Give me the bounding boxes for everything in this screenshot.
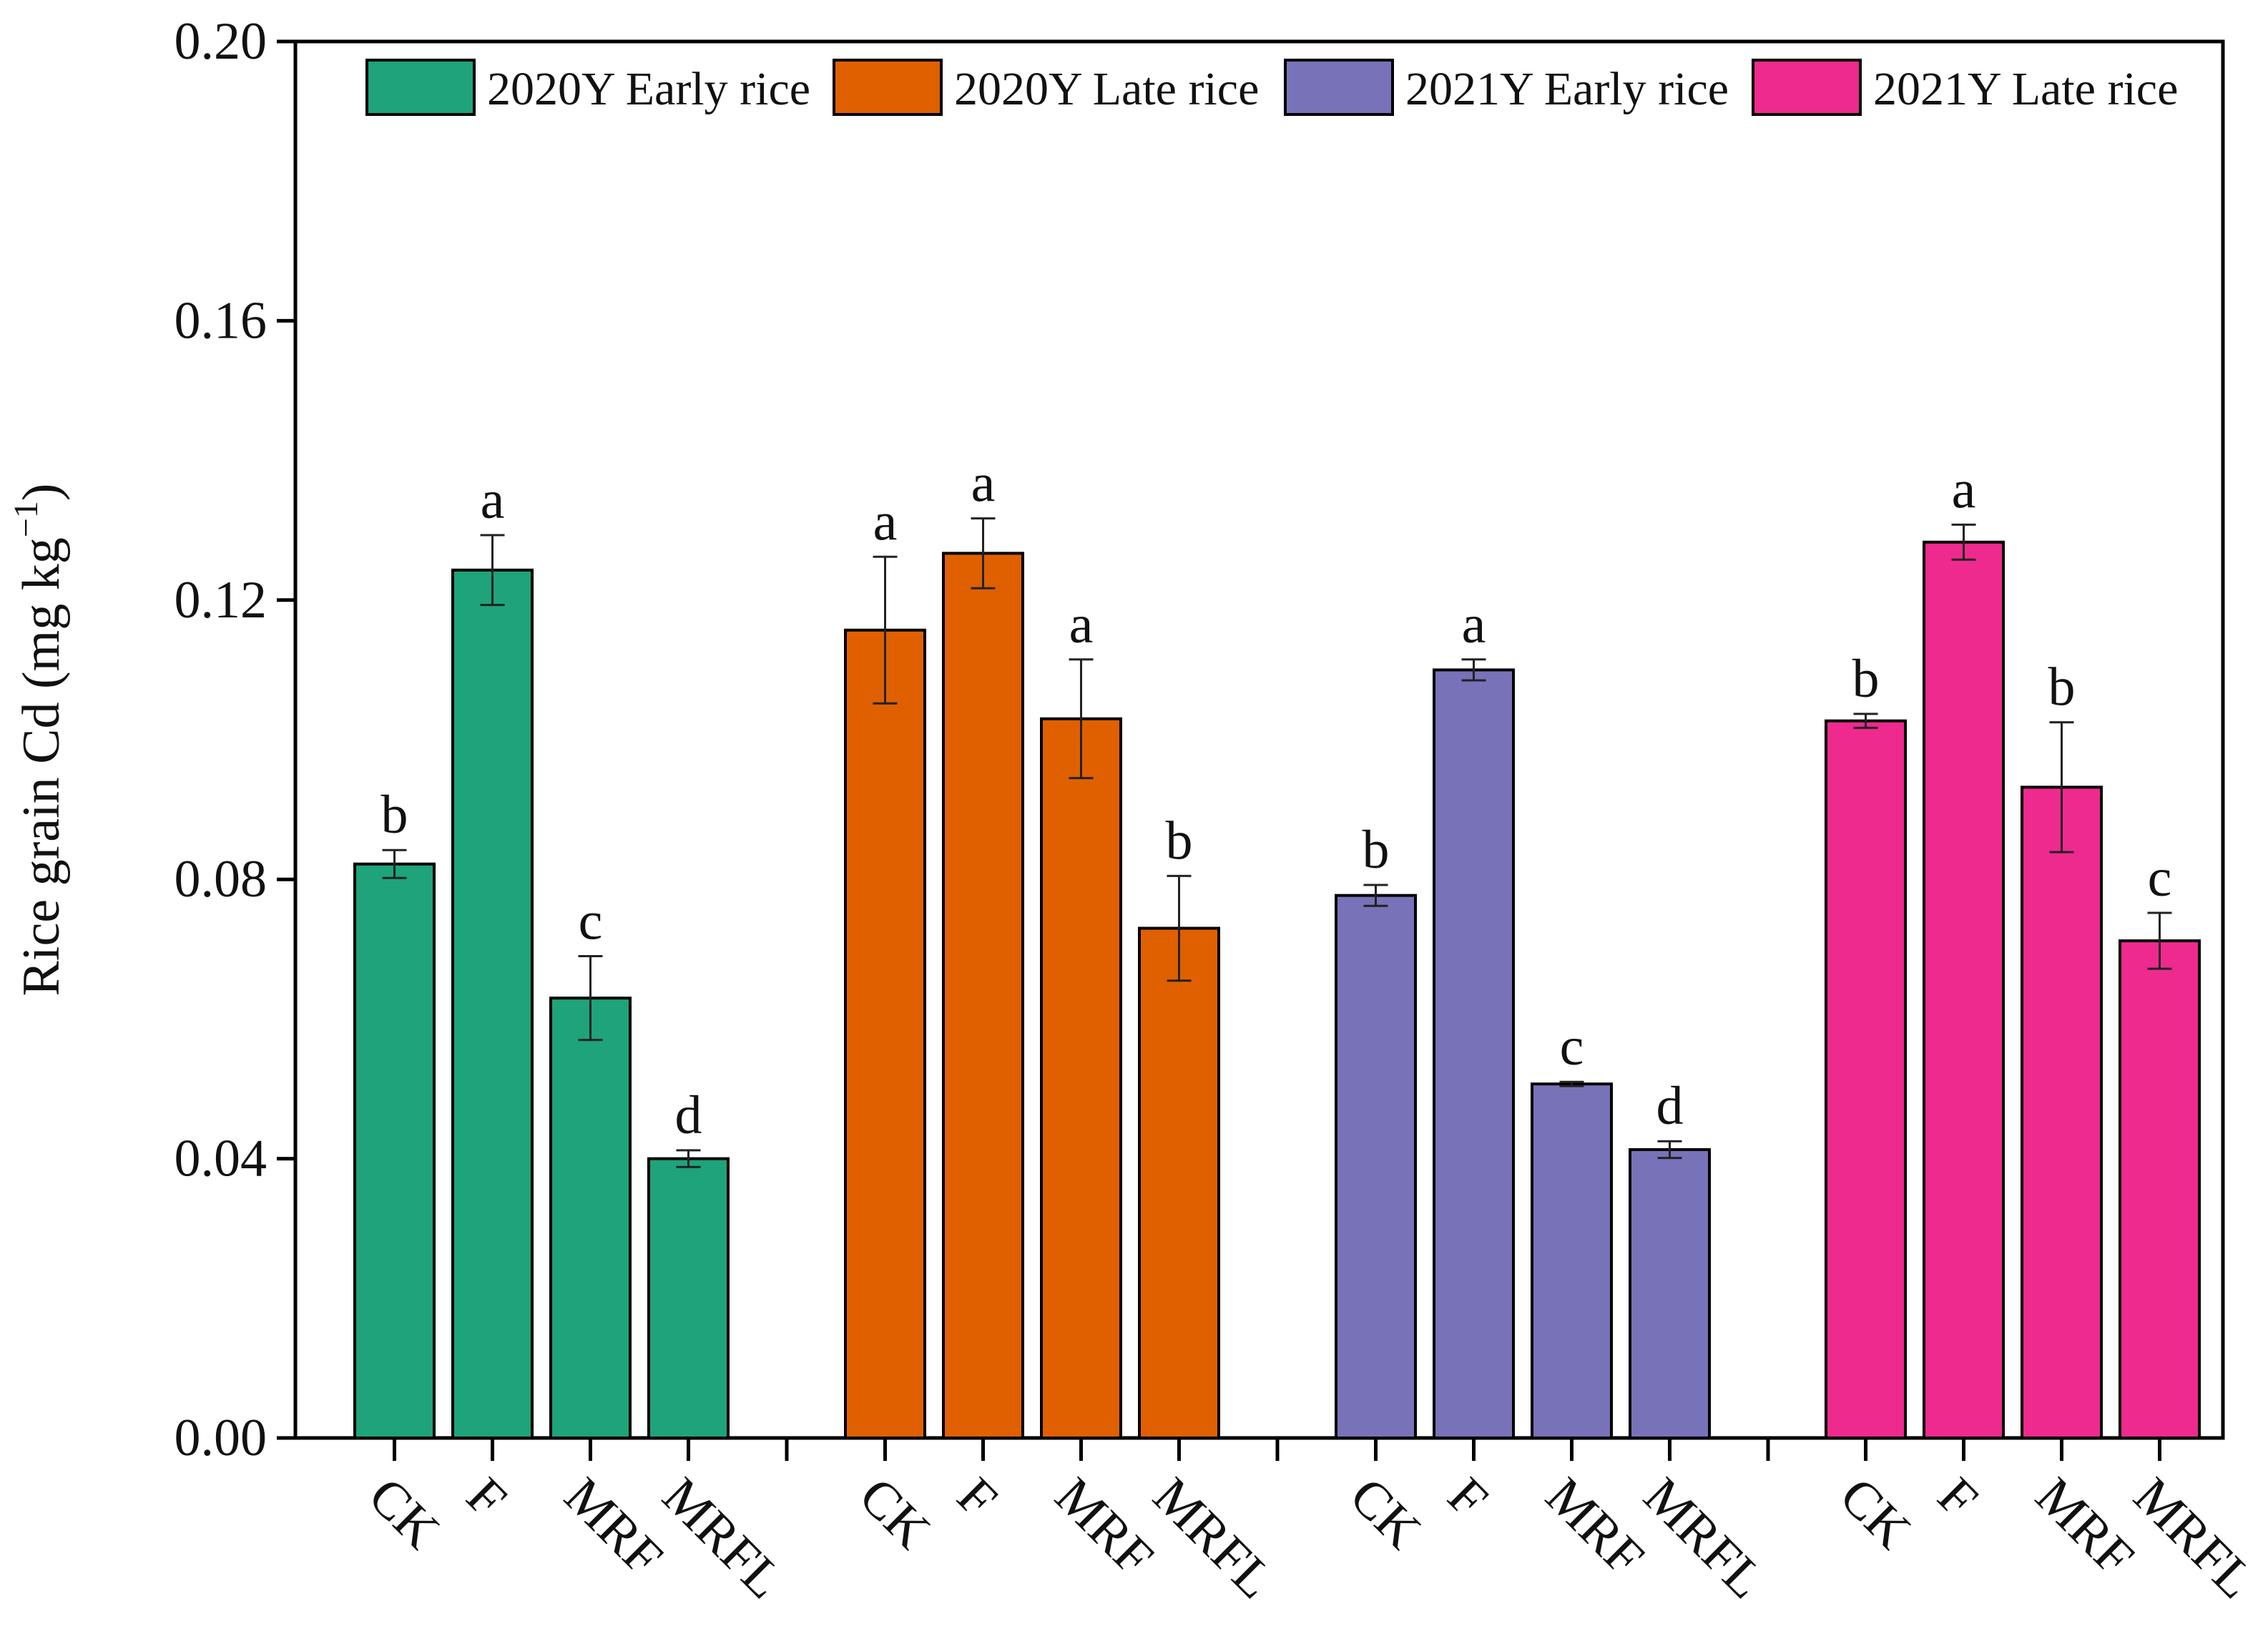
x-tick-label: MRF	[1534, 1467, 1655, 1587]
legend-swatch	[1284, 59, 1394, 116]
y-tick-label: 0.04	[175, 1130, 267, 1188]
significance-letter: d	[1656, 1076, 1684, 1136]
bar	[353, 862, 436, 1439]
bar	[1335, 894, 1417, 1439]
y-axis-label-main: Rice grain Cd (mg kg	[12, 537, 71, 996]
x-tick-label: MRF	[553, 1467, 674, 1587]
plot-frame	[293, 39, 2225, 1440]
bar	[844, 628, 926, 1440]
legend-swatch	[1752, 59, 1862, 116]
x-tick-label: CK	[1828, 1467, 1922, 1560]
significance-letter: b	[381, 785, 408, 845]
significance-letter: a	[1462, 595, 1486, 655]
y-axis: 0.00 0.04 0.08 0.12 0.16 0.20	[175, 12, 295, 1467]
bar	[1923, 540, 2005, 1439]
x-tick-label: MRFL	[1142, 1467, 1285, 1610]
significance-letter: a	[873, 491, 898, 552]
bar	[1433, 668, 1515, 1439]
x-tick-label: F	[1926, 1467, 1988, 1529]
significance-letter: a	[481, 470, 505, 530]
legend-label: 2020Y Early rice	[487, 63, 810, 115]
significance-letter: b	[1166, 811, 1193, 871]
x-tick-label: MRF	[2024, 1467, 2145, 1587]
x-tick-label: MRFL	[2122, 1467, 2265, 1610]
x-tick-label: CK	[848, 1467, 941, 1560]
y-tick-label: 0.12	[175, 571, 267, 630]
bar	[647, 1157, 730, 1439]
y-tick-label: 0.16	[175, 291, 267, 350]
x-tick-label: MRFL	[1632, 1467, 1775, 1610]
bars-layer: b a c d a a a b b a c d b a b c	[353, 454, 2201, 1440]
significance-letter: a	[1952, 459, 1976, 519]
bar	[1040, 717, 1122, 1439]
y-axis-label: Rice grain Cd (mg kg−1)	[7, 484, 71, 997]
bar	[1629, 1148, 1711, 1439]
bar	[451, 568, 534, 1439]
significance-letter: c	[579, 891, 603, 951]
significance-letter: c	[2148, 848, 2172, 908]
legend-label: 2020Y Late rice	[954, 63, 1259, 115]
significance-letter: b	[1852, 649, 1880, 709]
significance-letter: a	[1069, 595, 1094, 655]
x-tick-label: MRF	[1044, 1467, 1164, 1587]
bar	[1825, 719, 1907, 1439]
significance-letter: c	[1560, 1017, 1584, 1077]
y-tick-label: 0.08	[175, 850, 267, 909]
x-tick-label: F	[1436, 1467, 1498, 1529]
bar	[1138, 926, 1220, 1439]
x-tick-label: MRFL	[651, 1467, 794, 1610]
legend: 2020Y Early rice 2020Y Late rice 2021Y Ear…	[365, 59, 2178, 116]
bar	[2119, 939, 2201, 1439]
significance-letter: a	[971, 454, 996, 514]
x-tick-label: CK	[1338, 1467, 1432, 1560]
significance-letter: d	[675, 1085, 702, 1145]
significance-letter: b	[2048, 657, 2076, 718]
significance-letter: b	[1363, 820, 1390, 880]
x-tick-label: CK	[357, 1467, 451, 1560]
bar	[1531, 1082, 1613, 1439]
y-axis-label-close: )	[12, 484, 71, 502]
bar	[942, 552, 1024, 1440]
legend-label: 2021Y Late rice	[1873, 63, 2178, 115]
legend-label: 2021Y Early rice	[1405, 63, 1729, 115]
x-tick-label: F	[946, 1467, 1008, 1529]
legend-swatch	[833, 59, 943, 116]
y-tick-label: 0.20	[175, 12, 267, 71]
y-tick-label: 0.00	[175, 1409, 267, 1467]
x-tick-label: F	[455, 1467, 517, 1529]
y-axis-label-superscript: −1	[7, 501, 45, 537]
bar	[549, 997, 632, 1439]
bar	[2021, 786, 2103, 1440]
legend-swatch	[365, 59, 476, 116]
